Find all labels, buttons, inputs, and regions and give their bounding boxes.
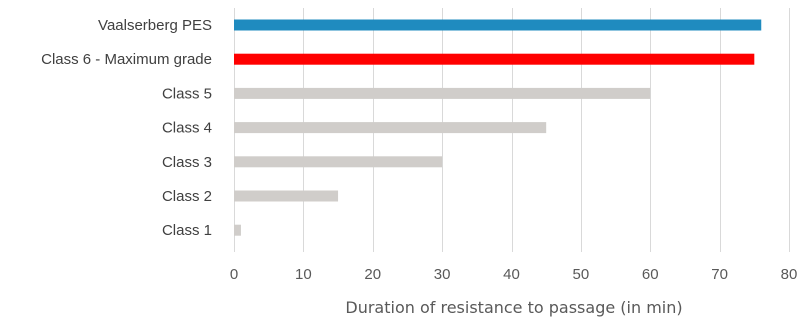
category-label: Class 1 — [162, 222, 212, 239]
x-tick-label: 50 — [573, 266, 590, 283]
category-label: Vaalserberg PES — [98, 17, 212, 34]
category-label: Class 6 - Maximum grade — [41, 51, 212, 68]
x-tick-label: 80 — [781, 266, 798, 283]
x-tick-label: 10 — [295, 266, 312, 283]
x-tick-label: 60 — [642, 266, 659, 283]
x-tick-label: 20 — [364, 266, 381, 283]
bar — [234, 191, 338, 202]
bar — [234, 156, 442, 167]
category-label: Class 2 — [162, 188, 212, 205]
bar — [234, 122, 546, 133]
x-tick-label: 70 — [711, 266, 728, 283]
bar — [234, 88, 650, 99]
x-tick-label: 0 — [230, 266, 238, 283]
category-labels: Vaalserberg PES Class 6 - Maximum grade Cl… — [41, 17, 212, 239]
category-label: Class 5 — [162, 85, 212, 102]
bar — [234, 20, 761, 31]
x-tick-labels: 0 10 20 30 40 50 60 70 80 — [230, 266, 798, 283]
bar — [234, 225, 241, 236]
category-label: Class 4 — [162, 120, 212, 137]
bars — [234, 20, 761, 236]
bar — [234, 54, 754, 65]
x-axis-title: Duration of resistance to passage (in mi… — [345, 298, 682, 317]
x-tick-label: 30 — [434, 266, 451, 283]
category-label: Class 3 — [162, 154, 212, 171]
x-tick-label: 40 — [503, 266, 520, 283]
